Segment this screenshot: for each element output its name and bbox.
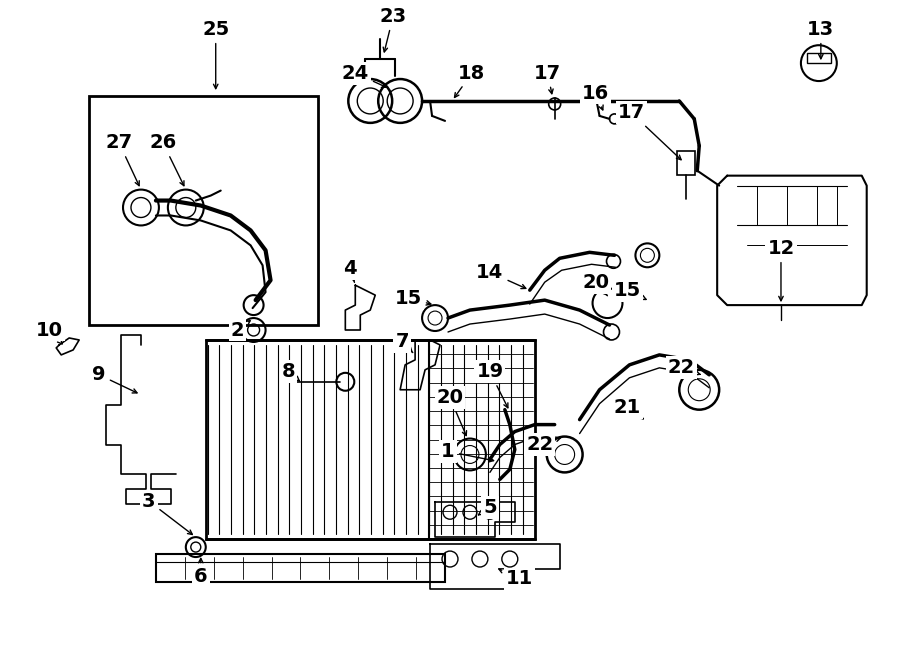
Text: 15: 15 — [394, 289, 431, 307]
Text: 15: 15 — [614, 281, 646, 299]
Text: 18: 18 — [454, 63, 486, 97]
Text: 6: 6 — [194, 559, 208, 586]
Text: 22: 22 — [668, 358, 700, 377]
Text: 26: 26 — [149, 134, 184, 186]
Text: 24: 24 — [342, 63, 386, 87]
Text: 3: 3 — [142, 492, 193, 535]
Text: 23: 23 — [380, 7, 407, 52]
Text: 5: 5 — [478, 498, 497, 517]
Text: 8: 8 — [282, 362, 300, 381]
Text: 9: 9 — [93, 366, 137, 393]
Text: 13: 13 — [807, 20, 834, 59]
Bar — [206, 340, 535, 539]
Text: 17: 17 — [534, 63, 562, 94]
Bar — [156, 554, 445, 582]
Text: 22: 22 — [526, 435, 561, 454]
Text: 25: 25 — [202, 20, 230, 89]
Text: 19: 19 — [476, 362, 508, 408]
Text: 17: 17 — [618, 103, 681, 160]
Bar — [89, 96, 319, 325]
Text: 20: 20 — [436, 388, 466, 436]
Text: 12: 12 — [768, 239, 795, 301]
Bar — [678, 151, 695, 175]
Text: 20: 20 — [582, 273, 609, 295]
Text: 11: 11 — [499, 569, 534, 588]
Text: 4: 4 — [344, 258, 357, 282]
Text: 16: 16 — [582, 83, 609, 110]
Text: 27: 27 — [105, 134, 140, 186]
Bar — [807, 53, 831, 63]
Text: 10: 10 — [36, 321, 63, 344]
Text: 2: 2 — [230, 321, 250, 340]
Text: 7: 7 — [395, 332, 413, 352]
Text: 21: 21 — [614, 398, 644, 419]
Text: 1: 1 — [441, 442, 493, 462]
Text: 14: 14 — [476, 262, 526, 289]
